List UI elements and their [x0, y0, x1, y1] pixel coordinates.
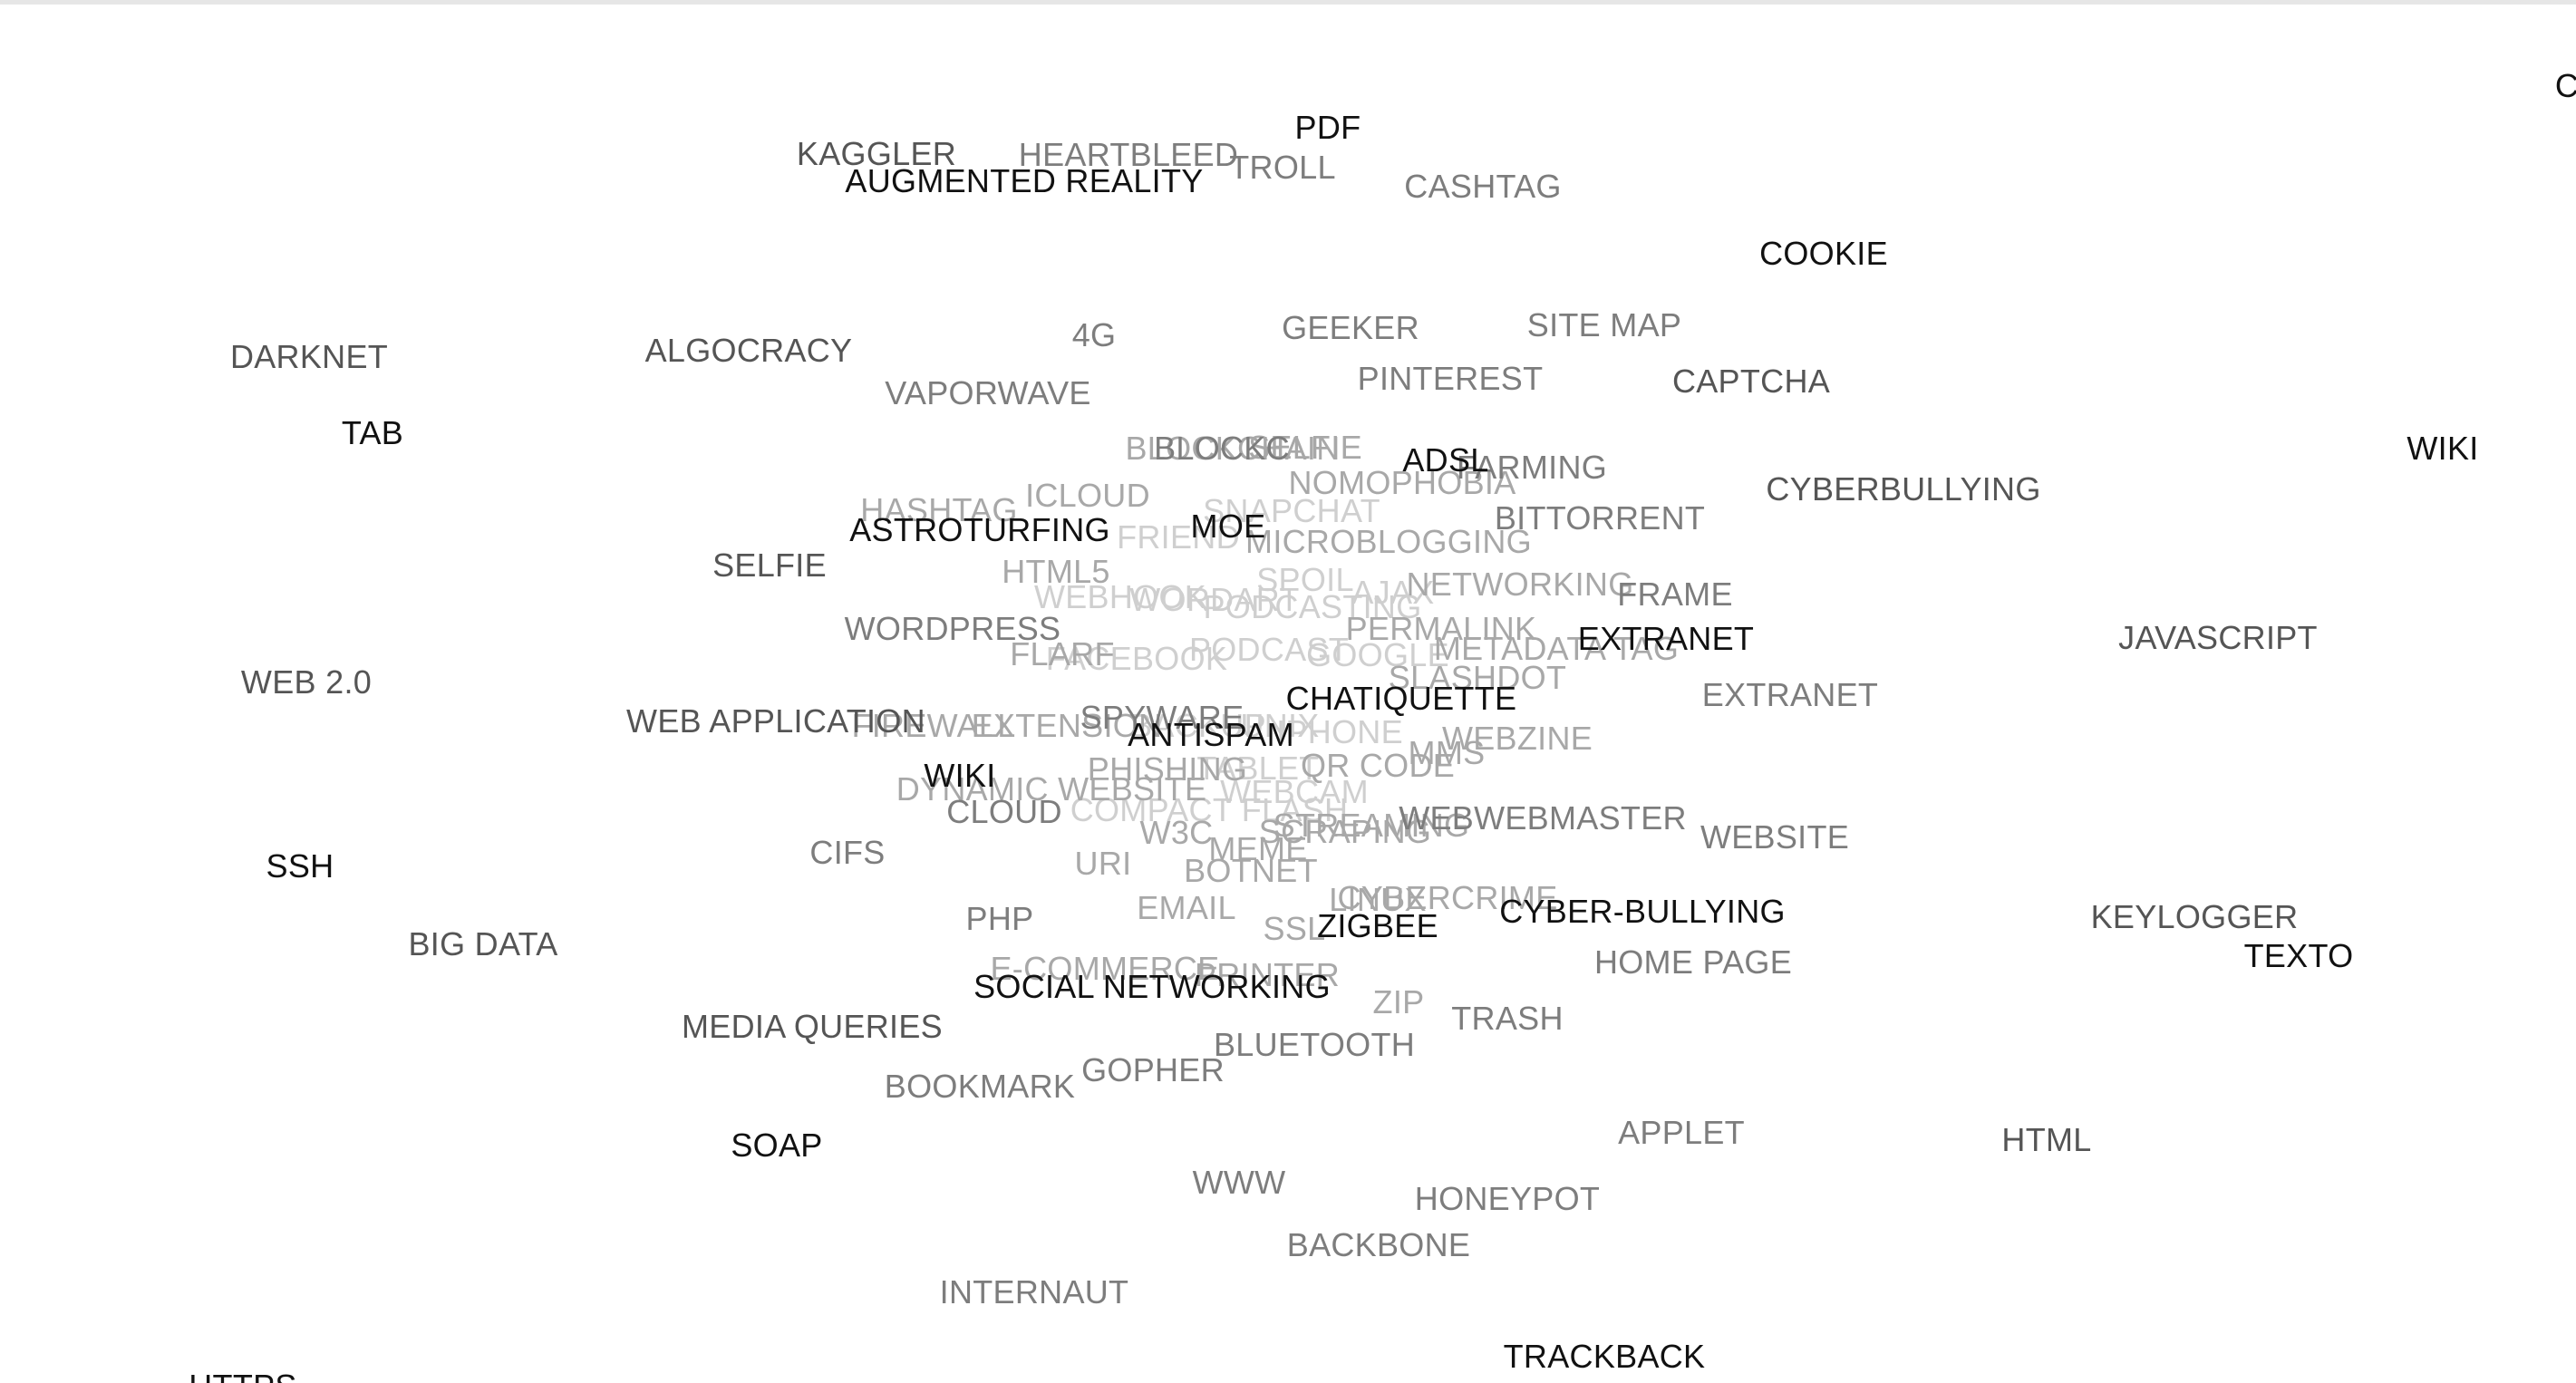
cloud-term-qr-code[interactable]: QR CODE	[1301, 750, 1455, 782]
cloud-term-javascript[interactable]: JAVASCRIPT	[2118, 622, 2318, 654]
cloud-term-moe[interactable]: MOE	[1191, 510, 1266, 543]
cloud-term-keylogger[interactable]: KEYLOGGER	[2091, 901, 2299, 933]
cloud-term-c[interactable]: C	[2555, 70, 2576, 102]
cloud-term-https[interactable]: HTTPS	[189, 1370, 297, 1383]
cloud-term-backbone[interactable]: BACKBONE	[1287, 1229, 1470, 1262]
cloud-term-cookie[interactable]: COOKIE	[1759, 237, 1888, 270]
cloud-term-texto[interactable]: TEXTO	[2244, 940, 2354, 972]
cloud-term-web-application[interactable]: WEB APPLICATION	[626, 705, 925, 738]
cloud-term-zigbee[interactable]: ZIGBEE	[1317, 910, 1438, 943]
cloud-term-cloud[interactable]: CLOUD	[946, 796, 1062, 828]
cloud-term-geeker[interactable]: GEEKER	[1282, 312, 1419, 344]
cloud-term-big-data[interactable]: BIG DATA	[408, 928, 557, 961]
cloud-term-website[interactable]: WEBSITE	[1700, 821, 1849, 854]
cloud-term-adsl[interactable]: ADSL	[1402, 444, 1488, 477]
cloud-term-trackback[interactable]: TRACKBACK	[1504, 1340, 1706, 1373]
cloud-term-zip[interactable]: ZIP	[1373, 986, 1425, 1019]
cloud-term-extranet[interactable]: EXTRANET	[1578, 623, 1754, 655]
cloud-term-php[interactable]: PHP	[966, 903, 1034, 935]
cloud-term-pdf[interactable]: PDF	[1295, 111, 1361, 144]
cloud-term-pinterest[interactable]: PINTEREST	[1358, 363, 1544, 395]
cloud-term-wordpress[interactable]: WORDPRESS	[845, 613, 1061, 645]
word-cloud: C PDF KAGGLER HEARTBLEED TROLL AUGMENTED REAL…	[0, 5, 2576, 1383]
cloud-term-cyber-bullying[interactable]: CYBER-BULLYING	[1499, 895, 1786, 928]
cloud-term-soap[interactable]: SOAP	[731, 1129, 822, 1162]
cloud-term-cifs[interactable]: CIFS	[809, 837, 885, 869]
cloud-term-4g[interactable]: 4G	[1072, 319, 1117, 352]
cloud-term-social-networking[interactable]: SOCIAL NETWORKING	[973, 971, 1331, 1003]
cloud-term-tab[interactable]: TAB	[342, 417, 403, 450]
cloud-term-iphone[interactable]: IPHONE	[1276, 716, 1403, 749]
cloud-term-html[interactable]: HTML	[2001, 1124, 2091, 1156]
cloud-term-augmented-reality[interactable]: AUGMENTED REALITY	[845, 165, 1203, 198]
cloud-term-internaut[interactable]: INTERNAUT	[940, 1276, 1129, 1309]
cloud-term-ssh[interactable]: SSH	[266, 850, 334, 883]
cloud-term-selfie[interactable]: SELFIE	[712, 549, 827, 582]
cloud-term-bittorrent[interactable]: BITTORRENT	[1495, 502, 1705, 535]
cloud-term-uri[interactable]: URI	[1075, 847, 1132, 880]
cloud-term-html5[interactable]: HTML5	[1002, 556, 1110, 588]
cloud-term-troll[interactable]: TROLL	[1229, 151, 1336, 184]
cloud-term-trash[interactable]: TRASH	[1451, 1002, 1564, 1035]
cloud-term-microblogging[interactable]: MICROBLOGGING	[1245, 526, 1532, 558]
cloud-term-wiki[interactable]: WIKI	[2407, 432, 2478, 465]
cloud-term-blockc[interactable]: BLOCKC	[1154, 432, 1290, 465]
cloud-term-algocracy[interactable]: ALGOCRACY	[645, 334, 853, 367]
cloud-term-gopher[interactable]: GOPHER	[1081, 1054, 1225, 1087]
cloud-term-frame[interactable]: FRAME	[1617, 578, 1733, 611]
cloud-term-media-queries[interactable]: MEDIA QUERIES	[682, 1011, 943, 1043]
cloud-term-networking[interactable]: NETWORKING	[1407, 568, 1634, 601]
cloud-term-applet[interactable]: APPLET	[1618, 1117, 1745, 1149]
cloud-term-astroturfing[interactable]: ASTROTURFING	[849, 514, 1110, 546]
cloud-term-webwebmaster[interactable]: WEBWEBMASTER	[1399, 802, 1687, 835]
cloud-term-podcast[interactable]: PODCAST	[1189, 633, 1349, 666]
cloud-term-home-page[interactable]: HOME PAGE	[1594, 946, 1792, 979]
cloud-term-web-2-0[interactable]: WEB 2.0	[241, 666, 372, 699]
cloud-term-antispam[interactable]: ANTISPAM	[1128, 719, 1294, 751]
cloud-term-email[interactable]: EMAIL	[1137, 892, 1236, 924]
cloud-term-honeypot[interactable]: HONEYPOT	[1415, 1183, 1600, 1215]
cloud-term-bluetooth[interactable]: BLUETOOTH	[1214, 1029, 1415, 1061]
cloud-term-chatiquette[interactable]: CHATIQUETTE	[1286, 682, 1517, 715]
cloud-term-w3c[interactable]: W3C	[1140, 817, 1214, 849]
cloud-term-extranet[interactable]: EXTRANET	[1702, 679, 1878, 711]
cloud-term-site-map[interactable]: SITE MAP	[1527, 309, 1681, 342]
cloud-term-icloud[interactable]: ICLOUD	[1025, 479, 1150, 512]
cloud-term-www[interactable]: WWW	[1193, 1166, 1286, 1199]
cloud-term-bookmark[interactable]: BOOKMARK	[885, 1070, 1075, 1103]
cloud-term-vaporwave[interactable]: VAPORWAVE	[885, 377, 1090, 410]
cloud-term-darknet[interactable]: DARKNET	[230, 341, 388, 373]
cloud-term-cyberbullying[interactable]: CYBERBULLYING	[1766, 473, 2040, 506]
cloud-term-cashtag[interactable]: CASHTAG	[1404, 170, 1561, 203]
cloud-term-captcha[interactable]: CAPTCHA	[1672, 365, 1830, 398]
cloud-term-botnet[interactable]: BOTNET	[1184, 855, 1318, 887]
cloud-term-wiki[interactable]: WIKI	[924, 759, 995, 792]
